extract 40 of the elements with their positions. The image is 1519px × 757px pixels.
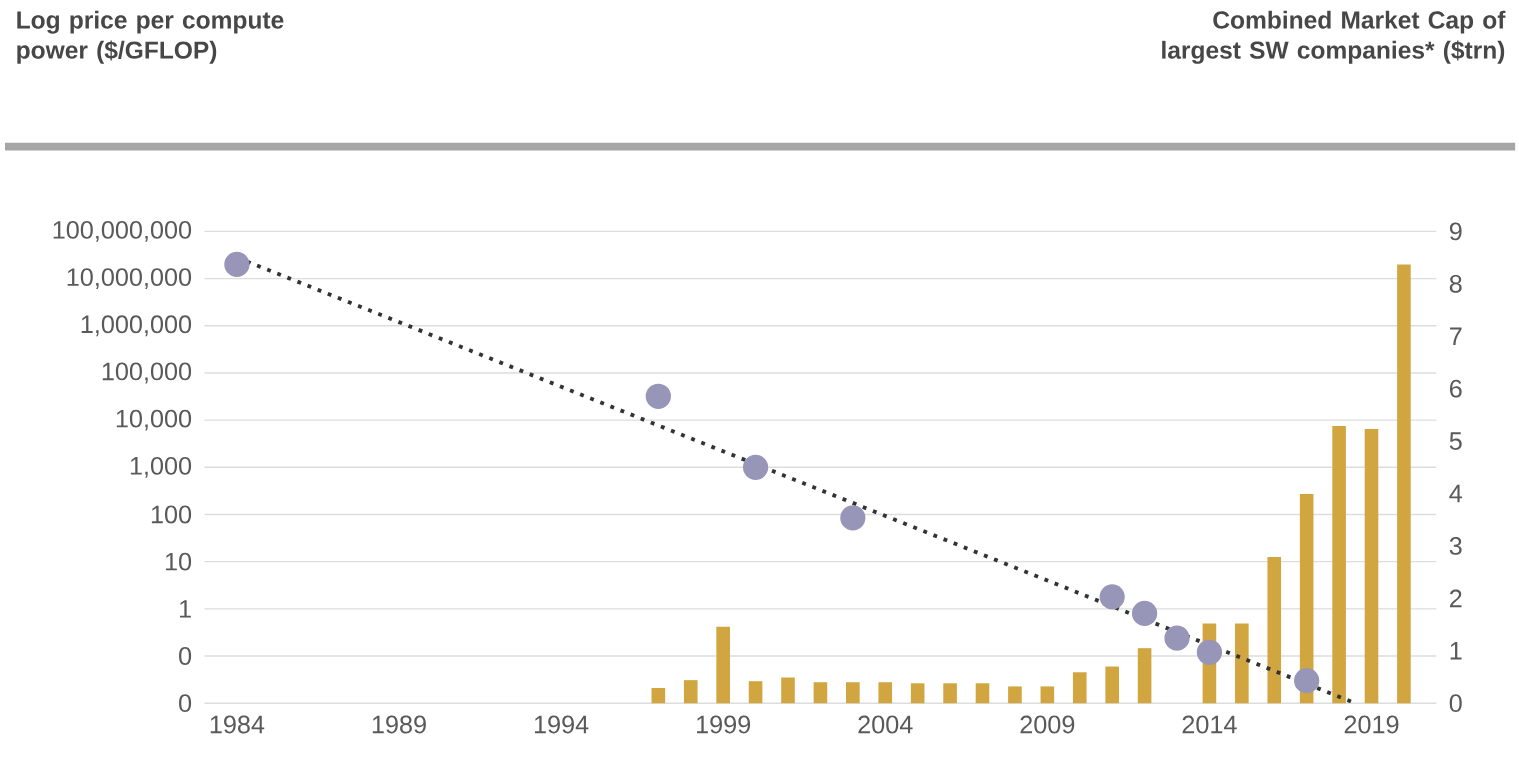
y2-tick-label: 3: [1449, 537, 1462, 555]
y-tick-label: 100: [151, 505, 192, 524]
y-tick-label: 100,000,000: [53, 220, 192, 242]
y-tick-label: 1,000,000: [81, 315, 192, 337]
point: [1131, 600, 1158, 627]
text: Combined Market Cap of largest SW companies* ($trn): [1162, 10, 1506, 64]
point: [1099, 584, 1125, 610]
x-tick-label: 2004: [858, 715, 913, 734]
x-tick-label: 2019: [1344, 715, 1399, 734]
x-tick-label: 2014: [1182, 715, 1237, 734]
y2-tick-label: 9: [1449, 222, 1462, 241]
y-tick-label: 10,000,000: [67, 268, 192, 289]
point: [1196, 639, 1223, 665]
y2-tick-label: 5: [1449, 432, 1462, 450]
point: [840, 505, 866, 531]
text: Log price per compute power ($/GFLOP): [17, 10, 284, 64]
y2-tick-label: 7: [1450, 327, 1462, 345]
y2-tick-label: 1: [1450, 642, 1462, 660]
point: [1164, 625, 1190, 651]
y2-tick-label: 8: [1449, 274, 1462, 293]
point: [224, 251, 250, 277]
y-tick-label: 0: [179, 647, 192, 665]
y2-tick-label: 2: [1449, 589, 1462, 608]
y-tick-label: 10: [165, 552, 192, 571]
y-tick-label: 1,000: [130, 456, 192, 478]
y2-tick-label: 0: [1449, 694, 1462, 713]
y2-tick-label: 4: [1449, 484, 1463, 503]
y2-tick-label: 6: [1449, 379, 1462, 398]
x-tick-label: 1984: [210, 715, 265, 734]
y-tick-label: 100,000: [102, 362, 192, 384]
point: [742, 454, 769, 480]
y-tick-label: 0: [179, 694, 192, 713]
point: [1294, 668, 1320, 694]
x-tick-label: 1994: [534, 715, 589, 734]
point: [645, 383, 671, 409]
x-tick-label: 1989: [372, 715, 426, 734]
x-tick-label: 2009: [1020, 715, 1075, 734]
y-tick-label: 1: [179, 600, 191, 618]
x-tick-label: 1999: [697, 715, 751, 734]
y-tick-label: 10,000: [116, 409, 192, 431]
